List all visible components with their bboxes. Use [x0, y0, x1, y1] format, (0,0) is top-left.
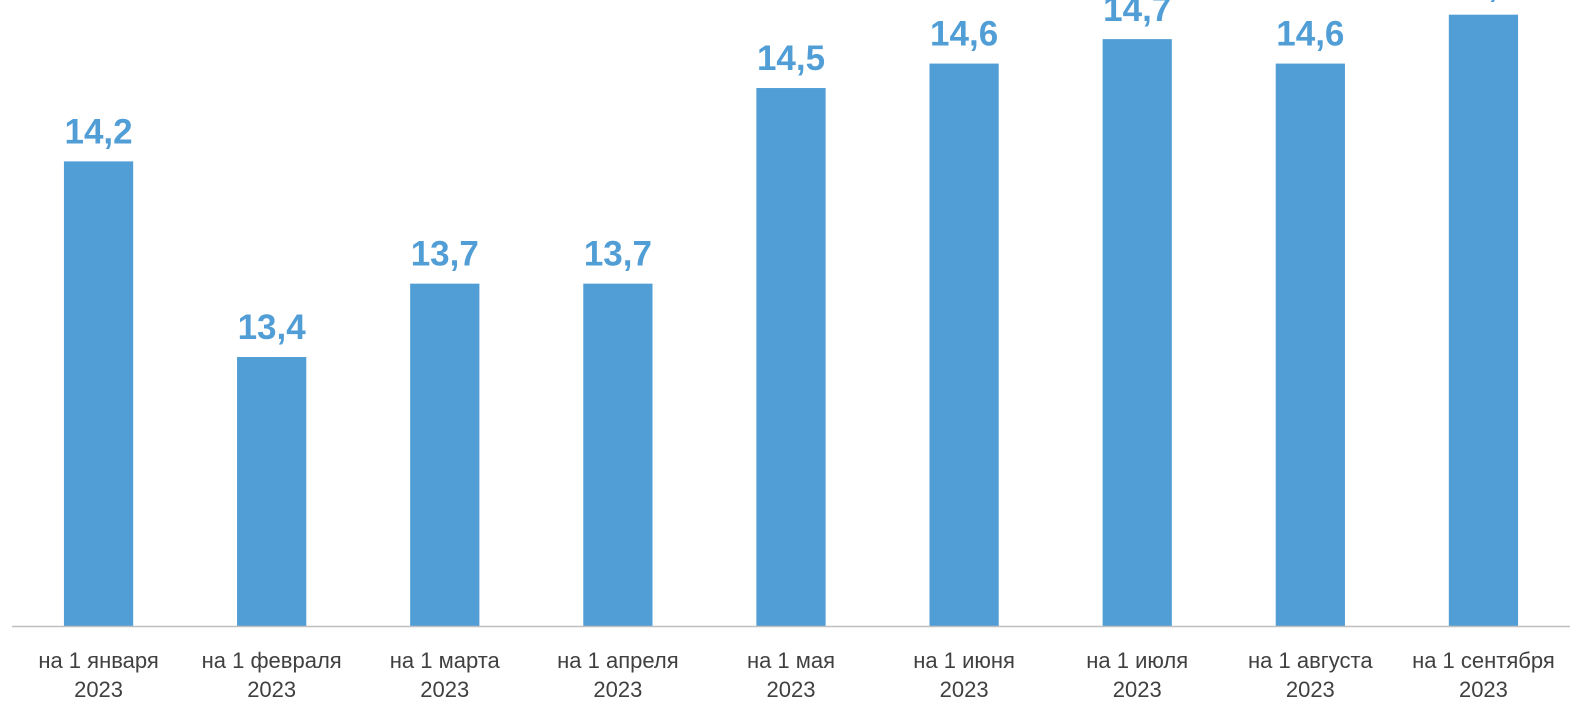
- x-tick-label: на 1 мая 2023: [747, 648, 835, 702]
- bar: [929, 63, 999, 626]
- bar-value-label: 14,8: [1449, 0, 1517, 5]
- x-tick-label-line: 2023: [593, 677, 642, 702]
- bar-value-label: 14,6: [930, 15, 998, 54]
- x-tick-label: на 1 сентября 2023: [1412, 648, 1555, 702]
- x-tick-label-line: 2023: [1286, 677, 1335, 702]
- x-tick-label: на 1 августа 2023: [1248, 648, 1373, 702]
- x-tick-label-line: на 1 января: [38, 648, 158, 673]
- x-tick-label-line: на 1 августа: [1248, 648, 1373, 673]
- x-tick-label-line: на 1 июля: [1086, 648, 1188, 673]
- x-tick-label-line: 2023: [940, 677, 989, 702]
- x-tick-label: на 1 апреля 2023: [557, 648, 678, 702]
- bars-group: [63, 14, 1519, 626]
- bar-value-label: 13,7: [584, 235, 652, 274]
- x-tick-label: на 1 февраля 2023: [202, 648, 342, 702]
- bar: [583, 283, 653, 626]
- x-tick-label: на 1 июня 2023: [913, 648, 1015, 702]
- x-tick-label-line: на 1 апреля: [557, 648, 678, 673]
- x-tick-label-line: на 1 мая: [747, 648, 835, 673]
- x-tick-label-line: 2023: [1113, 677, 1162, 702]
- bar: [410, 283, 480, 626]
- bar-value-label: 14,6: [1276, 15, 1344, 54]
- bar-value-label: 13,7: [411, 235, 479, 274]
- bar-value-label: 14,7: [1103, 0, 1171, 29]
- x-tick-label-line: на 1 сентября: [1412, 648, 1555, 673]
- bar: [63, 161, 134, 626]
- x-tick-label: на 1 марта 2023: [390, 648, 501, 702]
- x-tick-label: на 1 июля 2023: [1086, 648, 1188, 702]
- x-tick-label-line: 2023: [247, 677, 296, 702]
- x-tick-label-line: 2023: [74, 677, 123, 702]
- x-tick-label-line: на 1 февраля: [202, 648, 342, 673]
- bar: [1275, 63, 1345, 626]
- bar-value-label: 14,5: [757, 39, 825, 78]
- bar: [1102, 39, 1172, 626]
- value-labels-group: 14,2 13,4 13,7 13,7 14,5 14,6 14,7 14,6 14,8: [64, 0, 1517, 347]
- x-tick-label-line: 2023: [1459, 677, 1508, 702]
- x-tick-label-line: на 1 марта: [390, 648, 501, 673]
- bar: [756, 88, 826, 626]
- bar: [237, 357, 307, 626]
- x-tick-label: на 1 января 2023: [38, 648, 158, 702]
- x-tick-label-line: на 1 июня: [913, 648, 1015, 673]
- bar-value-label: 13,4: [238, 308, 307, 347]
- x-tick-label-line: 2023: [420, 677, 469, 702]
- bar-value-label: 14,2: [64, 112, 132, 151]
- bar: [1448, 14, 1519, 626]
- x-tick-label-line: 2023: [767, 677, 816, 702]
